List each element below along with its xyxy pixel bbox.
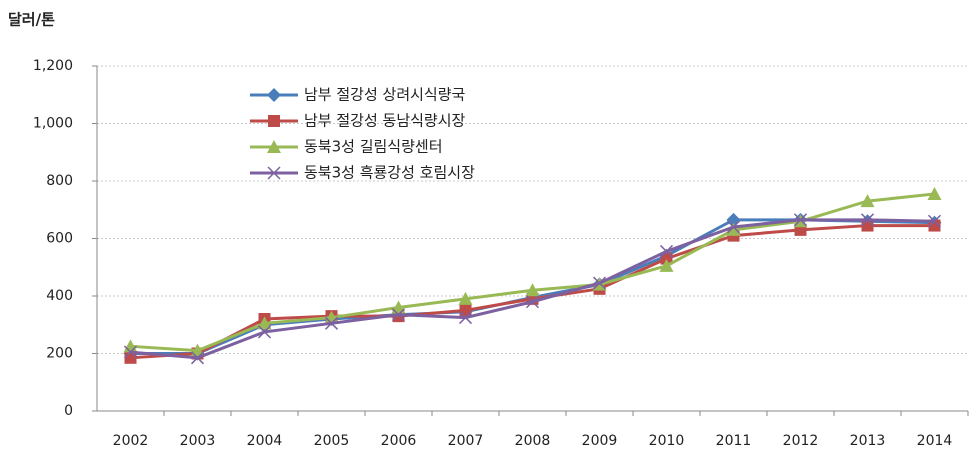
marker xyxy=(927,214,942,228)
y-tick-label: 600 xyxy=(46,231,73,247)
x-tick-label: 2013 xyxy=(850,433,886,449)
legend-label: 남부 절강성 상려시식량국 xyxy=(304,86,466,104)
marker xyxy=(592,276,607,290)
marker xyxy=(458,311,473,325)
marker xyxy=(267,166,281,180)
x-tick-label: 2002 xyxy=(113,433,149,449)
y-tick-label: 0 xyxy=(64,403,73,419)
marker xyxy=(659,244,674,258)
marker xyxy=(726,222,741,236)
legend-label: 남부 절강성 동남식량시장 xyxy=(304,112,466,130)
y-tick-label: 1,000 xyxy=(33,116,73,132)
marker xyxy=(391,308,406,322)
y-tick-label: 800 xyxy=(46,173,73,189)
marker xyxy=(927,186,942,200)
marker xyxy=(860,213,875,227)
y-tick-label: 200 xyxy=(46,346,73,362)
series xyxy=(123,186,942,357)
marker xyxy=(659,258,674,272)
x-tick-label: 2012 xyxy=(783,433,819,449)
x-tick-label: 2011 xyxy=(716,433,752,449)
marker xyxy=(459,304,472,317)
marker xyxy=(660,252,673,265)
x-tick-label: 2007 xyxy=(448,433,484,449)
y-tick-label: 1,200 xyxy=(33,58,73,74)
marker xyxy=(267,88,281,102)
x-tick-label: 2004 xyxy=(247,433,283,449)
marker xyxy=(525,295,540,309)
marker xyxy=(324,316,339,330)
x-tick-label: 2003 xyxy=(180,433,216,449)
x-tick-label: 2010 xyxy=(649,433,685,449)
x-tick-label: 2006 xyxy=(381,433,417,449)
marker xyxy=(190,351,205,365)
marker xyxy=(257,316,272,330)
legend-label: 동북3성 흑룡강성 호림시장 xyxy=(304,164,475,182)
series xyxy=(123,213,942,365)
marker xyxy=(268,115,280,127)
marker xyxy=(267,140,281,153)
marker xyxy=(257,325,272,339)
marker xyxy=(726,220,741,234)
marker xyxy=(860,194,875,208)
y-axis-label: 달러/톤 xyxy=(8,11,55,29)
x-tick-label: 2008 xyxy=(515,433,551,449)
marker xyxy=(458,291,473,305)
x-tick-label: 2005 xyxy=(314,433,350,449)
marker xyxy=(793,213,808,227)
y-tick-label: 400 xyxy=(46,288,73,304)
legend-label: 동북3성 길림식량센터 xyxy=(304,138,443,156)
x-tick-label: 2014 xyxy=(917,433,953,449)
marker xyxy=(123,345,138,359)
x-tick-label: 2009 xyxy=(582,433,618,449)
marker xyxy=(525,283,540,297)
